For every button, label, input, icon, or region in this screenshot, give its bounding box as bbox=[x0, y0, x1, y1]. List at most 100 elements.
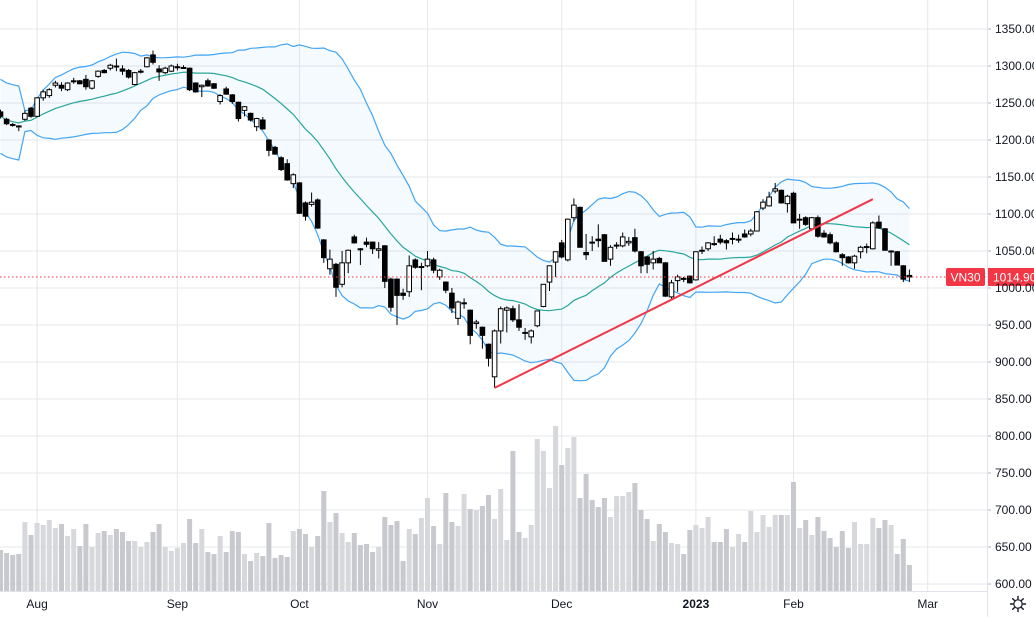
volume-bar bbox=[425, 498, 430, 591]
y-tick-label: 1050.00 bbox=[995, 244, 1034, 258]
candle-body bbox=[796, 218, 803, 221]
candle bbox=[357, 248, 364, 266]
trendline[interactable] bbox=[494, 198, 874, 389]
candle-body bbox=[827, 234, 833, 244]
y-tick-label: 1250.00 bbox=[995, 96, 1034, 110]
x-tick-label: 2023 bbox=[683, 597, 710, 611]
candle-body bbox=[412, 259, 419, 268]
volume-bar bbox=[174, 548, 180, 591]
candle-body bbox=[113, 65, 120, 68]
candle bbox=[565, 218, 571, 262]
time-axis[interactable]: Aug Sep Oct Nov Dec 2023 Feb Mar bbox=[0, 591, 987, 612]
candle-body bbox=[333, 263, 339, 288]
volume-bar bbox=[357, 545, 363, 591]
trendline-layer[interactable] bbox=[494, 198, 874, 389]
volume-bar bbox=[553, 426, 559, 591]
candle-body bbox=[778, 189, 785, 204]
candle bbox=[552, 251, 559, 277]
y-tick-label: 1300.00 bbox=[995, 59, 1034, 73]
candle bbox=[131, 71, 138, 86]
candle bbox=[186, 67, 193, 92]
settings-gear-button[interactable] bbox=[1009, 595, 1027, 613]
candle-body bbox=[363, 241, 370, 245]
volume-bar bbox=[601, 498, 607, 591]
candle-body bbox=[125, 69, 132, 78]
candle bbox=[77, 80, 83, 85]
candle-body bbox=[772, 188, 779, 192]
volume-bar bbox=[260, 556, 266, 591]
y-tick-label: 600.00 bbox=[995, 577, 1032, 591]
candle bbox=[601, 233, 608, 262]
candle-body bbox=[0, 111, 4, 117]
price-axis[interactable]: 600.00 650.00 700.00 750.00 800.00 850.00 900.… bbox=[987, 0, 1034, 617]
candle bbox=[607, 245, 614, 266]
candle-body bbox=[211, 83, 217, 89]
candle bbox=[571, 198, 577, 222]
candle bbox=[16, 125, 22, 132]
candle-body bbox=[150, 54, 156, 63]
volume-bar bbox=[327, 522, 333, 591]
candle-body bbox=[394, 278, 400, 296]
candle bbox=[156, 65, 162, 81]
candle bbox=[461, 298, 467, 309]
candle bbox=[754, 211, 760, 232]
volume-bar bbox=[400, 561, 406, 591]
volume-bar bbox=[65, 536, 71, 591]
candle-body bbox=[571, 204, 577, 219]
candle-body bbox=[58, 84, 65, 89]
volume-bar bbox=[248, 561, 254, 591]
candle bbox=[125, 68, 132, 79]
candle bbox=[613, 242, 620, 249]
candle bbox=[632, 228, 638, 253]
volume-bar bbox=[168, 551, 174, 591]
volume-bar bbox=[321, 491, 327, 591]
x-tick-label: Mar bbox=[917, 597, 938, 611]
y-tick-label: 800.00 bbox=[995, 429, 1032, 443]
volume-bar bbox=[144, 542, 150, 591]
candle-body bbox=[382, 245, 388, 282]
volume-bar bbox=[77, 546, 83, 591]
volume-bar bbox=[449, 522, 455, 591]
volume-bar bbox=[211, 554, 217, 591]
volume-bar bbox=[187, 519, 193, 591]
volume-bar bbox=[894, 554, 900, 591]
candle bbox=[473, 319, 480, 329]
volume-bar bbox=[394, 521, 400, 591]
candle-body bbox=[479, 326, 486, 336]
candle-body bbox=[729, 237, 736, 240]
candle-body bbox=[870, 222, 876, 250]
candle-body bbox=[186, 67, 193, 91]
volume-bar bbox=[71, 529, 77, 591]
candle bbox=[668, 279, 675, 300]
candle bbox=[619, 232, 626, 248]
candle bbox=[760, 199, 766, 211]
candle-body bbox=[400, 292, 406, 296]
candle bbox=[790, 191, 797, 224]
candle-body bbox=[644, 256, 650, 265]
candle bbox=[95, 70, 101, 78]
candle-body bbox=[107, 64, 114, 69]
volume-bar bbox=[266, 523, 272, 591]
candle bbox=[802, 216, 809, 226]
last-price-badge bbox=[988, 267, 1034, 286]
volume-bar bbox=[644, 519, 650, 591]
volume-bar bbox=[333, 513, 339, 591]
volume-bar bbox=[675, 544, 681, 591]
candle-body bbox=[22, 112, 28, 120]
volume-bar bbox=[492, 519, 498, 591]
candle bbox=[546, 265, 553, 291]
volume-bar bbox=[791, 482, 796, 591]
candle-body bbox=[369, 241, 376, 250]
candle bbox=[345, 249, 351, 274]
volume-bar bbox=[101, 531, 107, 591]
candle bbox=[497, 306, 504, 344]
candle bbox=[772, 182, 779, 194]
candle-body bbox=[138, 70, 144, 73]
candle-body bbox=[443, 281, 449, 291]
lower-band-line bbox=[0, 86, 910, 382]
candle bbox=[290, 173, 297, 189]
candle-body bbox=[174, 66, 181, 69]
candle bbox=[882, 228, 888, 251]
volume-bar bbox=[906, 565, 912, 591]
